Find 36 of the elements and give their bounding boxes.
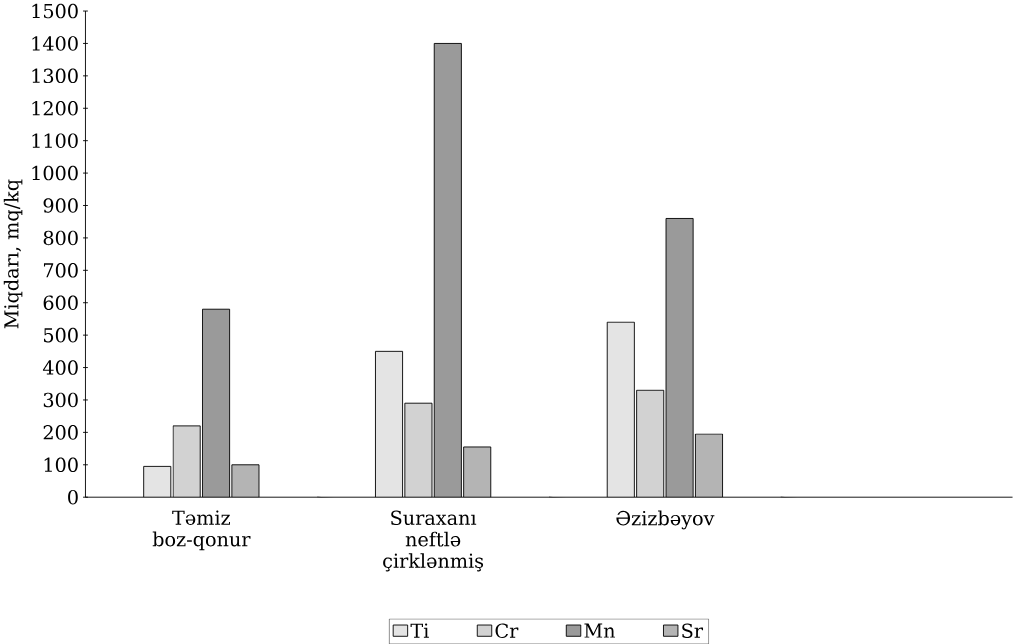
y-tick-label: 300 (43, 392, 78, 408)
bar (463, 446, 491, 498)
y-axis-title: Miqdarı, mq/kq (3, 179, 23, 329)
y-tick-label: 200 (43, 425, 78, 440)
bar (404, 403, 432, 498)
y-tick-label: 1500 (32, 3, 78, 19)
bar (173, 425, 201, 498)
y-tick-label: 0 (68, 489, 78, 505)
y-tick-label: 1300 (32, 68, 78, 84)
legend-label: Mn (584, 623, 616, 638)
bar (694, 433, 723, 498)
y-tick-label: 500 (44, 327, 78, 343)
bar (665, 217, 694, 498)
y-tick-label: 700 (43, 262, 78, 278)
y-tick-label: 400 (42, 360, 78, 375)
y-tick-label: 1200 (32, 100, 78, 116)
x-tick-label: Əzizbəyov (616, 510, 715, 530)
bar (375, 351, 403, 498)
y-tick-label: 100 (44, 457, 78, 472)
bar (143, 466, 171, 498)
legend-label: Sr (682, 623, 704, 638)
y-tick-label: 800 (43, 230, 78, 246)
legend-label: Ti (410, 623, 429, 638)
y-tick-label: 900 (43, 198, 78, 213)
legend-label: Cr (495, 623, 519, 638)
bar (231, 464, 260, 498)
y-tick-label: 1100 (32, 133, 78, 148)
y-tick-label: 600 (43, 295, 78, 310)
y-tick-label: 1400 (32, 36, 78, 51)
bar (606, 321, 635, 498)
bar (434, 43, 462, 498)
bar (636, 389, 665, 498)
x-tick-label: Suraxanı neftlə çirklənmiş (383, 510, 484, 572)
x-tick-label: Təmiz boz-qonur (152, 510, 251, 551)
bar (202, 309, 230, 498)
y-tick-label: 1000 (32, 165, 78, 181)
